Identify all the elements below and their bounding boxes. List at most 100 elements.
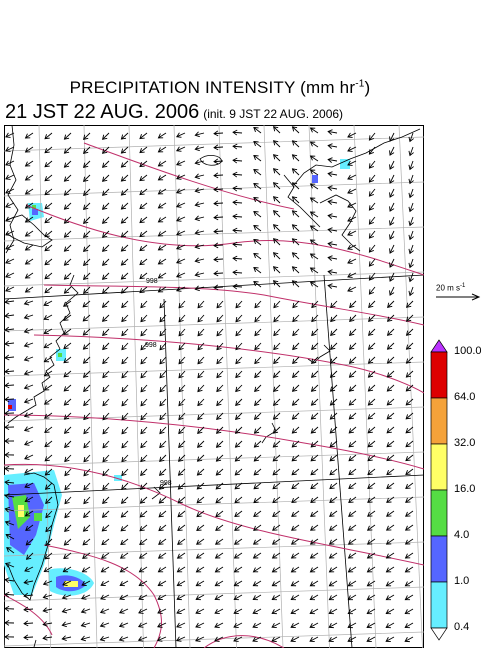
legend-level-label: 4.0 [454,529,470,541]
wind-arrow [386,510,395,517]
wind-arrow [159,370,167,379]
wind-arrow [24,146,34,153]
parallel [4,496,424,512]
wind-arrow [389,230,395,240]
wind-arrow [178,398,186,407]
wind-arrow [253,182,262,190]
wind-arrow [159,412,167,421]
wind-arrow [405,468,414,476]
wind-arrow [24,230,34,237]
wind-arrow [102,258,110,266]
wind-arrow [216,342,224,351]
wind-arrow [404,552,414,559]
wind-arrow [347,552,357,559]
wind-arrow [271,594,281,601]
wind-arrow [44,482,53,490]
wind-arrow [214,608,224,615]
wind-arrow [253,126,262,134]
wind-arrow [102,160,110,168]
precip-area [58,353,62,357]
wind-arrow [329,454,338,462]
wind-arrow [385,566,395,573]
wind-arrow [216,356,224,365]
wind-arrow [121,398,129,407]
wind-arrow [405,426,414,434]
wind-arrow [23,592,34,599]
wind-arrow [253,168,262,176]
wind-arrow [405,496,414,503]
wind-arrow [157,286,167,293]
wind-arrow [291,454,300,462]
wind-arrow [4,312,15,319]
wind-arrow [23,342,34,348]
wind-arrow [44,132,53,140]
wind-arrow [309,281,319,288]
wind-arrow [194,145,205,152]
wind-arrow [348,398,357,406]
wind-arrow [347,160,357,166]
wind-arrow [328,608,338,615]
wind-arrow [310,482,319,490]
wind-arrow [5,533,15,540]
wind-arrow [80,621,91,628]
wind-arrow [389,272,395,282]
wind-arrow [327,171,338,177]
wind-arrow [327,143,338,149]
wind-arrow [347,286,357,292]
wind-arrow [118,636,129,642]
wind-arrow [215,510,224,518]
wind-arrow [291,482,300,490]
wind-arrow [310,384,319,392]
wind-arrow [347,580,357,587]
wind-arrow [194,257,205,264]
wind-arrow [139,272,148,280]
wind-arrow [121,384,129,393]
wind-arrow [45,524,53,533]
wind-arrow [253,196,262,204]
wind-arrow [408,146,414,157]
wind-arrow [63,384,72,392]
wind-arrow [347,188,357,194]
wind-arrow [327,157,338,163]
wind-arrow [348,412,357,420]
wind-arrow [232,283,243,290]
wind-arrow [253,510,262,518]
wind-arrow [389,146,395,156]
wind-arrow [272,210,281,218]
wind-arrow [309,608,319,615]
wind-arrow [44,454,53,462]
wind-arrow [310,398,319,406]
wind-arrow [385,552,395,559]
wind-arrow [347,230,357,236]
wind-arrow [327,185,338,191]
wind-arrow [83,132,91,140]
wind-arrow [139,146,148,154]
wind-arrow [235,328,243,337]
wind-arrow [348,468,357,476]
wind-vectors [4,126,414,643]
wind-arrow [272,496,281,504]
wind-arrow [216,412,224,421]
wind-arrow [272,482,281,490]
wind-arrow [138,608,148,614]
wind-arrow [140,384,148,393]
wind-arrow [347,524,357,531]
wind-arrow [83,398,91,407]
wind-arrow [120,538,129,546]
title-text: PRECIPITATION INTENSITY (mm hr [69,78,356,97]
wind-arrow [23,299,34,306]
wind-arrow [64,510,72,519]
wind-arrow [176,216,186,222]
wind-arrow [216,370,224,379]
valid-time: 21 JST 22 AUG. 2006 [5,101,200,123]
wind-arrow [23,356,34,362]
isobar-6 [4,463,424,566]
wind-arrow [272,224,281,232]
wind-arrow [292,314,300,323]
wind-arrow [235,398,243,407]
wind-arrow [63,286,72,294]
wind-arrow [64,482,72,491]
title-close: ) [364,78,371,97]
wind-arrow [176,286,186,292]
wind-arrow [158,468,167,476]
